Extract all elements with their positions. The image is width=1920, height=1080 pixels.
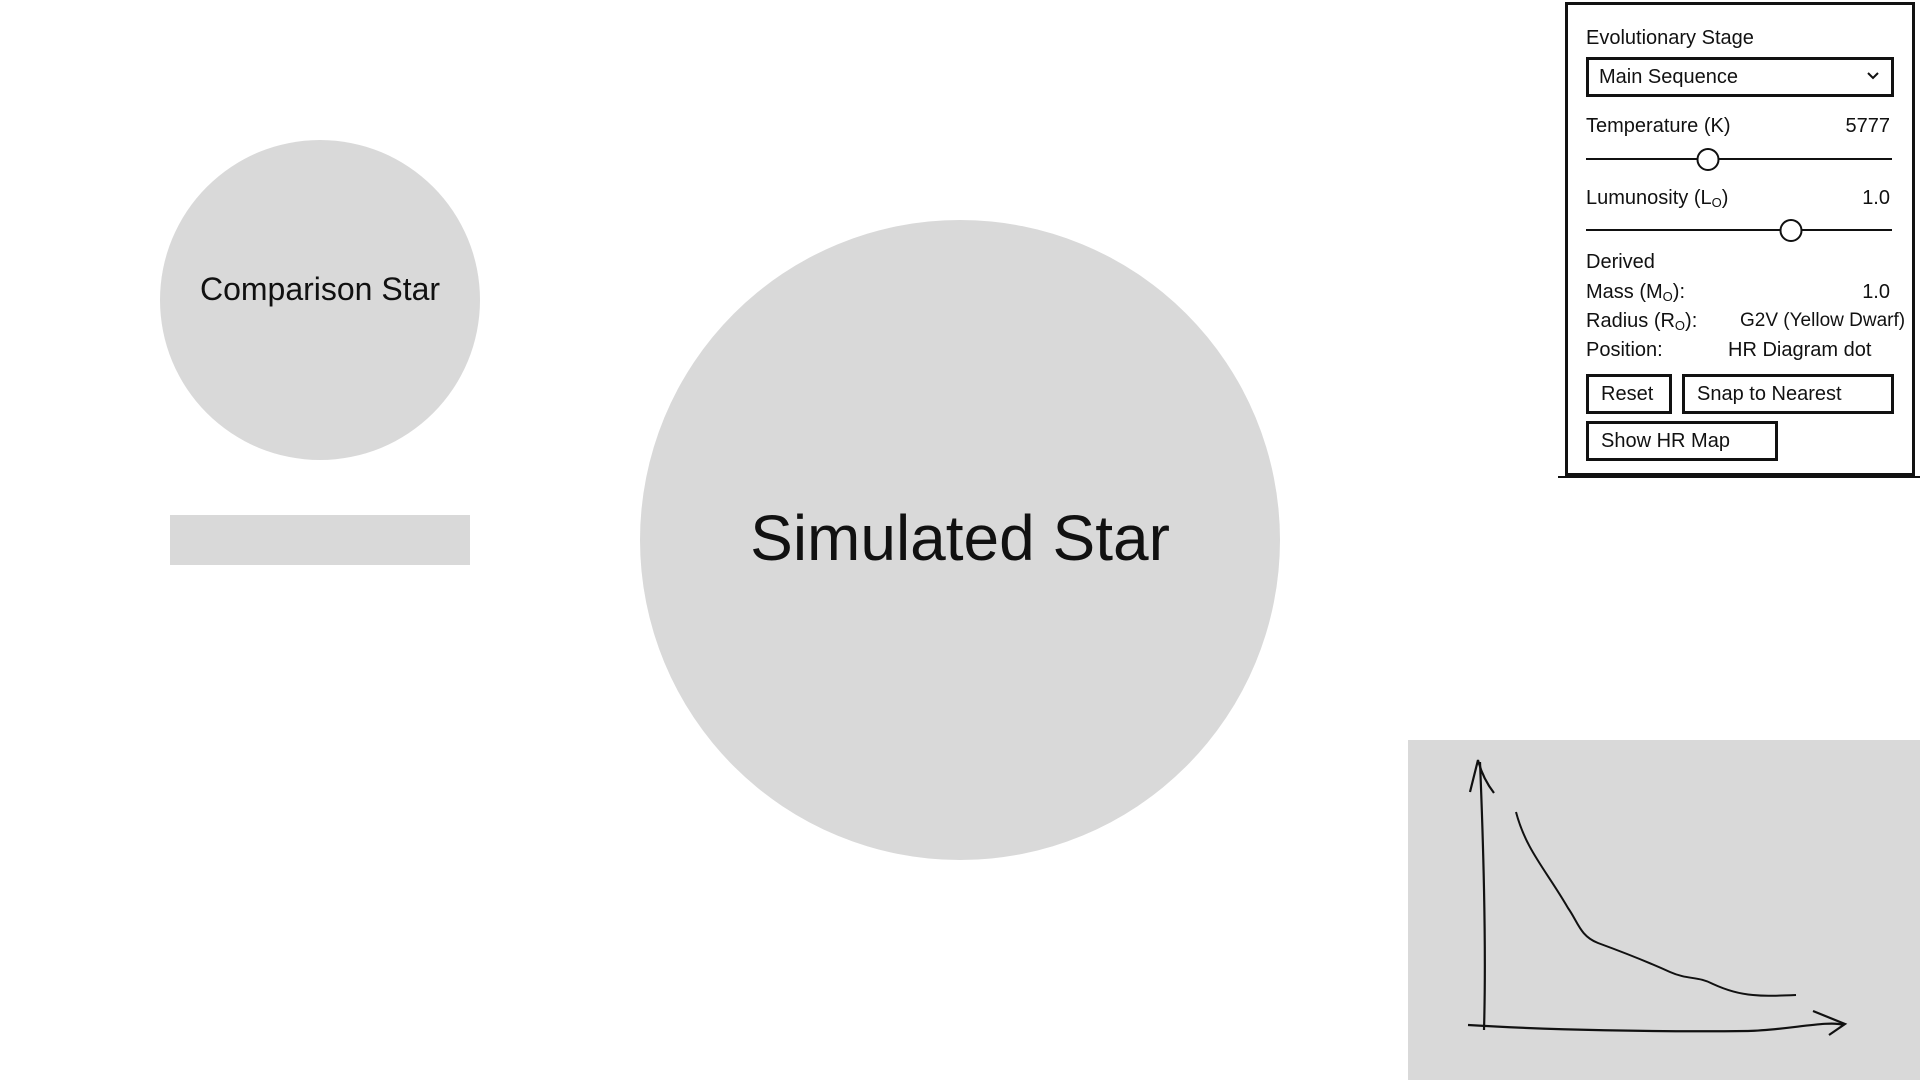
stage-select-value: Main Sequence (1599, 65, 1738, 88)
hr-y-arrowhead (1468, 759, 1495, 794)
simulated-star: Simulated Star (640, 220, 1280, 860)
comparison-star: Comparison Star (160, 140, 480, 460)
luminosity-slider[interactable] (1586, 218, 1892, 242)
snap-to-nearest-button[interactable]: Snap to Nearest (1682, 374, 1894, 414)
temperature-label: Temperature (K) (1586, 115, 1731, 137)
hr-diagram-sketch-svg (1467, 759, 1848, 1036)
comparison-star-label: Comparison Star (199, 270, 441, 307)
luminosity-slider-track (1586, 229, 1892, 231)
control-panel: Evolutionary Stage Main Sequence Tempera… (1565, 2, 1915, 476)
position-value: HR Diagram dot (1728, 339, 1872, 361)
hr-diagram-sketch (1408, 740, 1920, 1080)
chevron-down-icon (1867, 72, 1879, 80)
comparison-info-bar (170, 515, 470, 565)
temperature-slider-track (1586, 158, 1892, 160)
hr-y-axis (1478, 761, 1486, 1031)
derived-heading: Derived (1586, 251, 1655, 273)
mass-label: Mass (MO): (1586, 281, 1686, 304)
reset-button[interactable]: Reset (1586, 374, 1672, 414)
mass-value: 1.0 (1862, 281, 1890, 303)
temperature-slider-thumb[interactable] (1696, 148, 1720, 171)
radius-label: Radius (RO): (1586, 310, 1698, 333)
hr-x-arrowhead (1812, 1009, 1848, 1036)
panel-divider (1558, 476, 1920, 478)
show-hr-map-button[interactable]: Show HR Map (1586, 421, 1778, 461)
position-label: Position: (1586, 339, 1663, 361)
hr-main-sequence-curve (1515, 811, 1797, 997)
temperature-value: 5777 (1845, 115, 1891, 137)
temperature-slider[interactable] (1586, 147, 1892, 171)
hr-x-axis (1467, 1022, 1845, 1033)
radius-value: G2V (Yellow Dwarf) (1740, 310, 1906, 331)
stage-select[interactable]: Main Sequence (1586, 57, 1894, 97)
stage-label: Evolutionary Stage (1586, 27, 1754, 49)
luminosity-value: 1.0 (1862, 187, 1890, 209)
simulated-star-label: Simulated Star (750, 502, 1170, 574)
luminosity-label: Lumunosity (LO) (1586, 187, 1729, 210)
luminosity-slider-thumb[interactable] (1779, 219, 1803, 242)
